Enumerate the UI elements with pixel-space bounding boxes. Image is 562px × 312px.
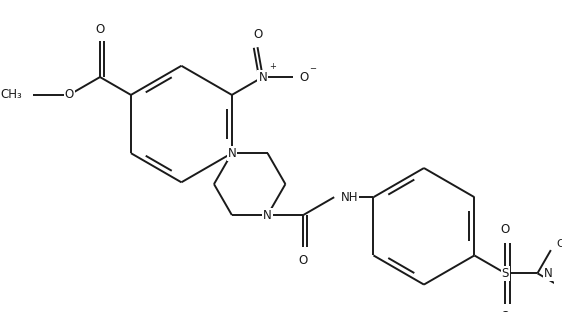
Text: CH₃: CH₃ xyxy=(556,240,562,250)
Text: N: N xyxy=(259,71,267,84)
Text: +: + xyxy=(269,62,275,71)
Text: O: O xyxy=(501,310,510,312)
Text: S: S xyxy=(502,267,509,280)
Text: O: O xyxy=(501,223,510,236)
Text: O: O xyxy=(96,23,105,36)
Text: O: O xyxy=(253,27,262,41)
Text: N: N xyxy=(228,147,236,160)
Text: −: − xyxy=(309,64,316,73)
Text: CH₃: CH₃ xyxy=(1,88,22,101)
Text: O: O xyxy=(300,71,309,84)
Text: NH: NH xyxy=(341,191,358,204)
Text: O: O xyxy=(65,88,74,101)
Text: O: O xyxy=(298,254,308,267)
Text: N: N xyxy=(544,267,553,280)
Text: N: N xyxy=(263,208,272,222)
